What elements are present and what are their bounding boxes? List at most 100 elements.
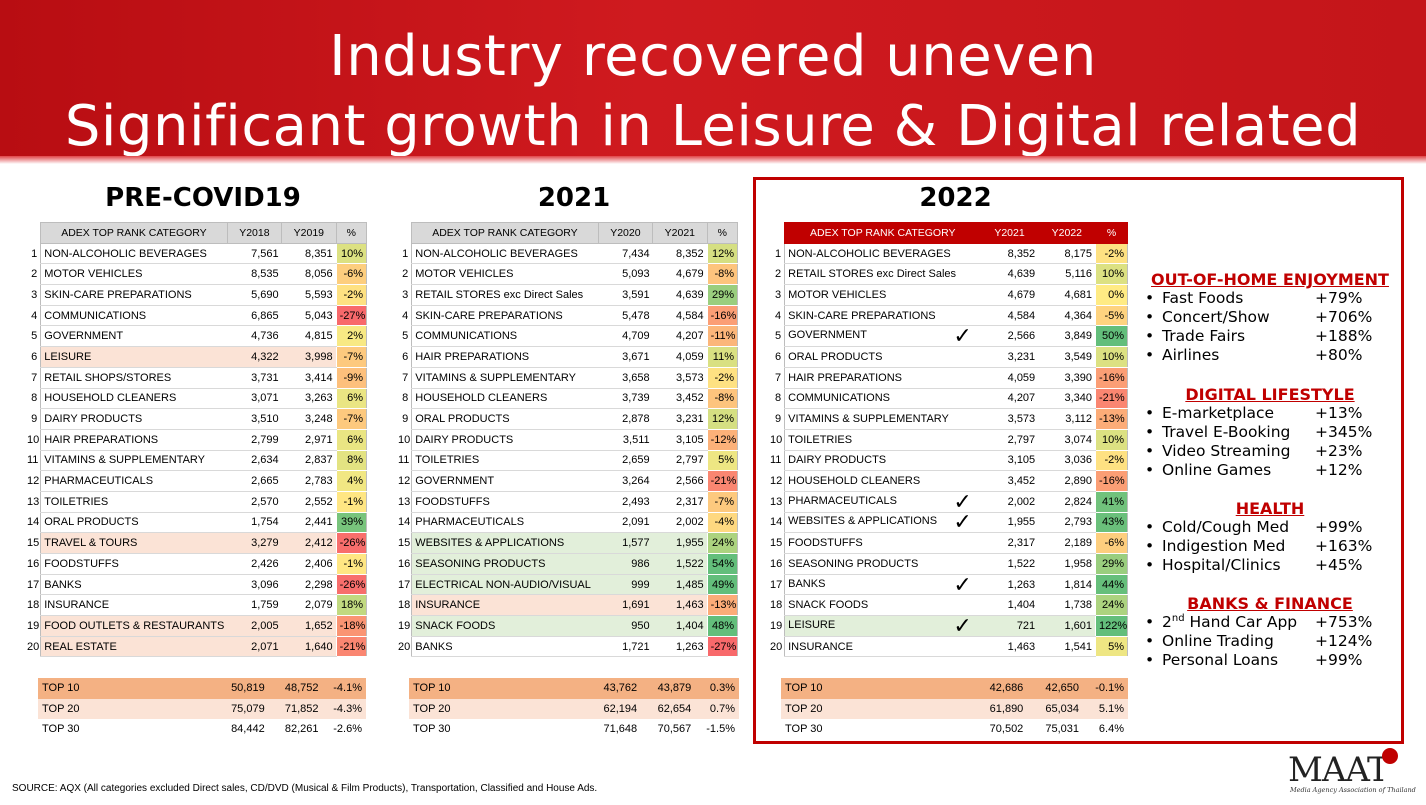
value-prev-cell: 3,591 [598,284,653,306]
value-curr-cell: 1,522 [652,553,708,575]
category-label: NON-ALCOHOLIC BEVERAGES [788,247,951,260]
summary-percent: -1.5% [695,719,739,740]
highlight-item: • Personal Loans +99% [1145,651,1385,669]
value-prev-cell: 999 [598,573,653,596]
value-prev-cell: 4,059 [980,366,1039,389]
heading-2022: 2022 [919,183,992,213]
value-prev-cell: 5,093 [598,263,653,286]
highlight-item-value: +753% [1315,613,1373,631]
summary-label: TOP 30 [781,719,972,740]
value-prev-cell: 3,071 [227,387,282,410]
summary-curr: 75,031 [1027,719,1083,740]
value-prev-cell: 5,690 [227,284,282,306]
category-cell: ELECTRICAL NON-AUDIO/VISUAL [411,573,599,596]
table-row: 8 COMMUNICATIONS 4,207 3,340 -21% [767,387,1129,410]
category-cell: COMMUNICATIONS [411,325,599,348]
growth-percent-cell: -5% [1094,304,1129,327]
category-cell: GOVERNMENT [40,325,228,348]
value-prev-cell: 3,511 [598,428,653,451]
bullet-icon: • [1145,537,1155,555]
check-mark-icon: ✓ [953,325,972,347]
rank-cell: 20 [27,640,40,653]
summary-prev: 50,819 [214,678,269,699]
growth-percent-cell: -2% [1094,449,1129,472]
highlight-group-title: OUT-OF-HOME ENJOYMENT [1151,270,1389,289]
summary-pre-covid19: TOP 10 50,819 48,752 -4.1% TOP 20 75,079 71,85… [38,678,366,740]
rank-cell: 9 [31,413,38,426]
summary-percent: 5.1% [1083,698,1128,719]
category-label: FOODSTUFFS [415,495,490,508]
category-label: ELECTRICAL NON-AUDIO/VISUAL [415,578,591,591]
category-label: FOODSTUFFS [788,537,863,550]
category-label: FOODSTUFFS [44,557,119,570]
growth-percent-cell: 10% [1094,263,1129,286]
category-cell: SKIN-CARE PREPARATIONS [784,304,981,327]
growth-percent-cell: -1% [335,490,368,513]
rank-cell: 15 [398,537,411,550]
summary-curr: 70,567 [641,719,696,740]
value-prev-cell: 2,005 [227,615,282,637]
highlight-item: • Online Games +12% [1145,461,1385,479]
category-label: SEASONING PRODUCTS [415,557,546,570]
category-cell: COMMUNICATIONS [40,304,228,327]
summary-2022: TOP 10 42,686 42,650 -0.1% TOP 20 61,890 65,03… [781,678,1128,740]
value-prev-cell: 1,577 [598,532,653,554]
highlight-item-label: Indigestion Med [1162,537,1286,555]
summary-prev: 84,442 [214,719,269,740]
growth-percent-cell: 11% [706,346,739,368]
rank-cell: 2 [775,268,782,281]
label-superscript: nd [1171,613,1185,624]
value-curr-cell: 4,639 [652,284,708,306]
category-label: ORAL PRODUCTS [44,516,139,529]
highlight-item: • Hospital/Clinics +45% [1145,556,1385,574]
value-prev-cell: 2,659 [598,449,653,472]
table-row: 15 TRAVEL & TOURS 3,279 2,412 -26% [24,532,368,554]
value-prev-cell: 7,434 [598,242,653,265]
highlight-item: • 2nd Hand Car App +753% [1145,613,1385,631]
table-row: 1 NON-ALCOHOLIC BEVERAGES 7,434 8,352 12% [395,242,739,265]
category-cell: WEBSITES & APPLICATIONS ✓ [784,511,981,534]
value-curr-cell: 2,298 [281,573,337,596]
table-row: 13 FOODSTUFFS 2,493 2,317 -7% [395,490,739,513]
table-header-row: ADEX TOP RANK CATEGORY Y2018 Y2019% [24,222,368,244]
category-cell: GOVERNMENT ✓ [784,325,981,348]
growth-percent-cell: 5% [1094,635,1129,658]
category-cell: VITAMINS & SUPPLEMENTARY [784,408,981,430]
rank-cell: 2 [402,268,409,281]
summary-label: TOP 10 [409,678,587,699]
growth-percent-cell: 4% [335,470,368,492]
growth-percent-cell: -2% [1094,242,1129,265]
growth-percent-cell: -21% [1094,387,1129,410]
column-header: ADEX TOP RANK CATEGORY [411,222,599,244]
summary-percent: 6.4% [1083,719,1128,740]
category-label: MOTOR VEHICLES [415,268,514,281]
category-label: BANKS [415,640,453,653]
summary-curr: 71,852 [268,698,323,719]
summary-row: TOP 20 75,079 71,852 -4.3% [38,698,366,719]
summary-row: TOP 10 50,819 48,752 -4.1% [38,678,366,699]
value-prev-cell: 8,535 [227,263,282,286]
column-header: % [335,222,368,244]
value-prev-cell: 2,665 [227,470,282,492]
table-row: 12 PHARMACEUTICALS 2,665 2,783 4% [24,470,368,492]
rank-cell: 17 [27,578,40,591]
table-row: 3 RETAIL STORES exc Direct Sales 3,591 4,63… [395,284,739,306]
value-curr-cell: 2,412 [281,532,337,554]
summary-percent: -4.1% [322,678,366,699]
value-prev-cell: 8,352 [980,242,1039,265]
category-cell: PHARMACEUTICALS ✓ [784,490,981,513]
table-row: 8 HOUSEHOLD CLEANERS 3,071 3,263 6% [24,387,368,410]
growth-percent-cell: -13% [1094,408,1129,430]
category-label: COMMUNICATIONS [415,330,518,343]
check-mark-icon: ✓ [953,512,972,533]
value-prev-cell: 2,566 [980,325,1039,348]
summary-row: TOP 20 62,194 62,654 0.7% [409,698,739,719]
category-cell: SEASONING PRODUCTS [411,553,599,575]
value-curr-cell: 4,681 [1038,284,1096,306]
table-row: 11 VITAMINS & SUPPLEMENTARY 2,634 2,837 8% [24,449,368,472]
growth-percent-cell: -8% [706,387,739,410]
category-cell: HOUSEHOLD CLEANERS [40,387,228,410]
table-row: 5 COMMUNICATIONS 4,709 4,207 -11% [395,325,739,348]
value-prev-cell: 2,878 [598,408,653,430]
category-cell: FOODSTUFFS [40,553,228,575]
